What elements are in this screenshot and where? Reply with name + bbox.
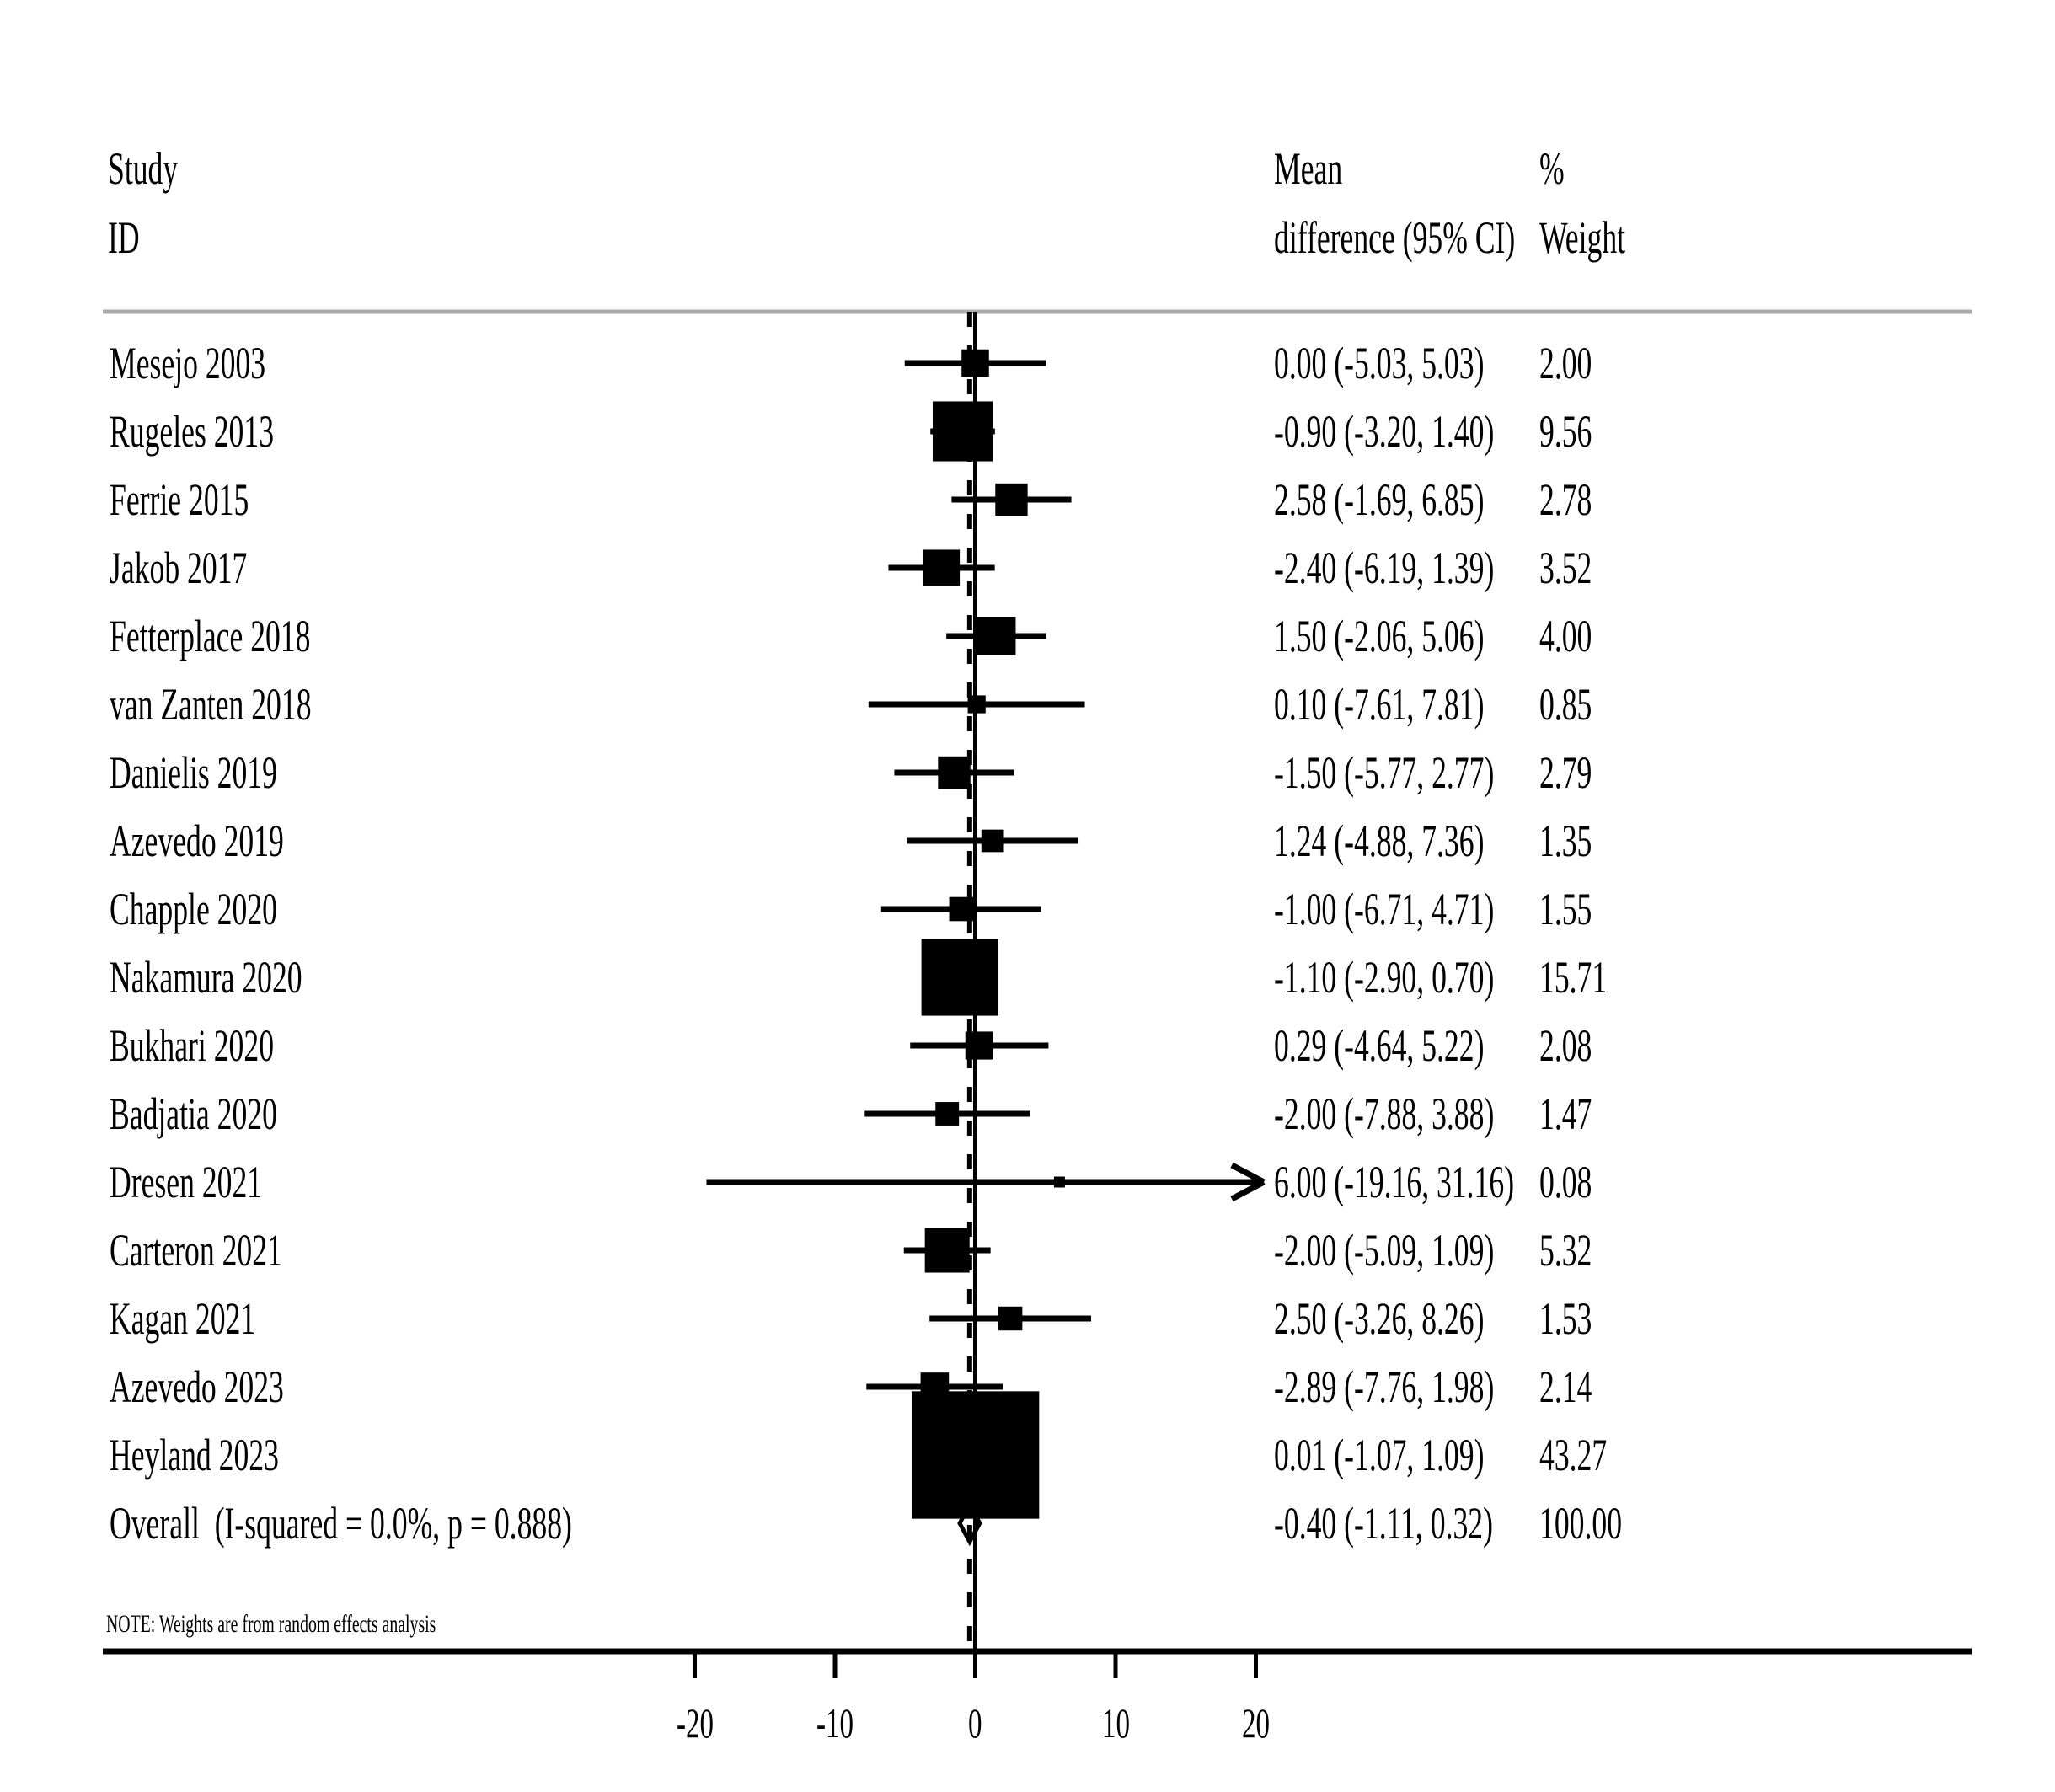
effect-value: -1.00 (-6.71, 4.71) <box>1274 884 1495 934</box>
study-label: Dresen 2021 <box>110 1157 263 1207</box>
effect-value: 2.50 (-3.26, 8.26) <box>1274 1293 1485 1344</box>
effect-value: -1.50 (-5.77, 2.77) <box>1274 747 1495 798</box>
effect-column-header-line2: difference (95% CI) <box>1274 212 1516 263</box>
study-label: Badjatia 2020 <box>110 1089 277 1139</box>
overall-label: Overall (I-squared = 0.0%, p = 0.888) <box>110 1498 572 1549</box>
effect-square <box>932 401 993 462</box>
weight-value: 3.52 <box>1539 543 1592 593</box>
effect-square <box>967 695 986 714</box>
effect-square <box>935 1102 960 1126</box>
effect-square <box>912 1391 1040 1519</box>
weight-value: 1.35 <box>1539 816 1592 866</box>
weight-value: 1.47 <box>1539 1089 1592 1139</box>
study-label: Kagan 2021 <box>110 1293 256 1344</box>
study-label: Chapple 2020 <box>110 884 277 934</box>
effect-value: -2.89 (-7.76, 1.98) <box>1274 1361 1495 1412</box>
x-tick-label: 10 <box>1101 1699 1130 1747</box>
effect-value: -2.00 (-5.09, 1.09) <box>1274 1225 1495 1276</box>
effect-square <box>938 756 971 789</box>
overall-weight-value: 100.00 <box>1539 1498 1623 1549</box>
weight-value: 2.08 <box>1539 1020 1592 1071</box>
weight-value: 1.55 <box>1539 884 1592 934</box>
effect-value: -1.10 (-2.90, 0.70) <box>1274 952 1495 1003</box>
weight-value: 5.32 <box>1539 1225 1592 1276</box>
effect-value: 6.00 (-19.16, 31.16) <box>1274 1157 1515 1207</box>
effect-value: 0.00 (-5.03, 5.03) <box>1274 338 1485 388</box>
arrow-head-right <box>1230 1162 1266 1202</box>
effect-square <box>998 1306 1023 1331</box>
weight-value: 1.53 <box>1539 1293 1592 1344</box>
weight-value: 0.85 <box>1539 679 1592 730</box>
study-label: Azevedo 2023 <box>110 1361 284 1412</box>
effect-square <box>1053 1176 1065 1188</box>
effect-value: 0.10 (-7.61, 7.81) <box>1274 679 1485 730</box>
effect-square <box>921 939 998 1016</box>
study-label: Fetterplace 2018 <box>110 611 311 661</box>
effect-value: 2.58 (-1.69, 6.85) <box>1274 474 1485 525</box>
x-tick-label: 20 <box>1242 1699 1270 1747</box>
x-tick-label: 0 <box>968 1699 982 1747</box>
effect-square <box>965 1031 993 1060</box>
x-tick-label: -10 <box>816 1699 854 1747</box>
effect-square <box>949 896 974 922</box>
study-column-header-line2: ID <box>108 212 140 263</box>
effect-square <box>923 549 961 586</box>
weight-value: 15.71 <box>1539 952 1608 1003</box>
study-label: Danielis 2019 <box>110 747 277 798</box>
weight-value: 43.27 <box>1539 1430 1608 1480</box>
effect-square <box>995 483 1028 516</box>
effect-square <box>924 1228 970 1273</box>
study-label: Azevedo 2019 <box>110 816 284 866</box>
effect-square <box>961 349 989 377</box>
study-label: Jakob 2017 <box>110 543 248 593</box>
effect-value: -0.90 (-3.20, 1.40) <box>1274 406 1495 457</box>
weight-value: 2.14 <box>1539 1361 1592 1412</box>
effect-value: -2.00 (-7.88, 3.88) <box>1274 1089 1495 1139</box>
effect-value: 1.24 (-4.88, 7.36) <box>1274 816 1485 866</box>
study-label: Nakamura 2020 <box>110 952 302 1003</box>
weight-column-header-line1: % <box>1539 143 1565 194</box>
effect-square <box>977 617 1016 655</box>
study-column-header-line1: Study <box>108 143 179 194</box>
weight-value: 0.08 <box>1539 1157 1592 1207</box>
effect-square <box>981 829 1004 853</box>
effect-value: -2.40 (-6.19, 1.39) <box>1274 543 1495 593</box>
study-label: Heyland 2023 <box>110 1430 279 1480</box>
study-label: Ferrie 2015 <box>110 474 249 525</box>
effect-value: 1.50 (-2.06, 5.06) <box>1274 611 1485 661</box>
study-label: Rugeles 2013 <box>110 406 275 457</box>
study-label: Carteron 2021 <box>110 1225 282 1276</box>
overall-effect-value: -0.40 (-1.11, 0.32) <box>1274 1498 1493 1549</box>
effect-column-header-line1: Mean <box>1274 143 1343 194</box>
weight-value: 9.56 <box>1539 406 1592 457</box>
weight-value: 2.78 <box>1539 474 1592 525</box>
effect-value: 0.29 (-4.64, 5.22) <box>1274 1020 1485 1071</box>
study-label: Mesejo 2003 <box>110 338 266 388</box>
note-text: NOTE: Weights are from random effects an… <box>106 1610 436 1638</box>
x-tick-label: -20 <box>676 1699 714 1747</box>
weight-column-header-line2: Weight <box>1539 212 1626 263</box>
weight-value: 4.00 <box>1539 611 1592 661</box>
weight-value: 2.00 <box>1539 338 1592 388</box>
effect-value: 0.01 (-1.07, 1.09) <box>1274 1430 1485 1480</box>
study-label: van Zanten 2018 <box>110 679 312 730</box>
study-label: Bukhari 2020 <box>110 1020 275 1071</box>
weight-value: 2.79 <box>1539 747 1592 798</box>
